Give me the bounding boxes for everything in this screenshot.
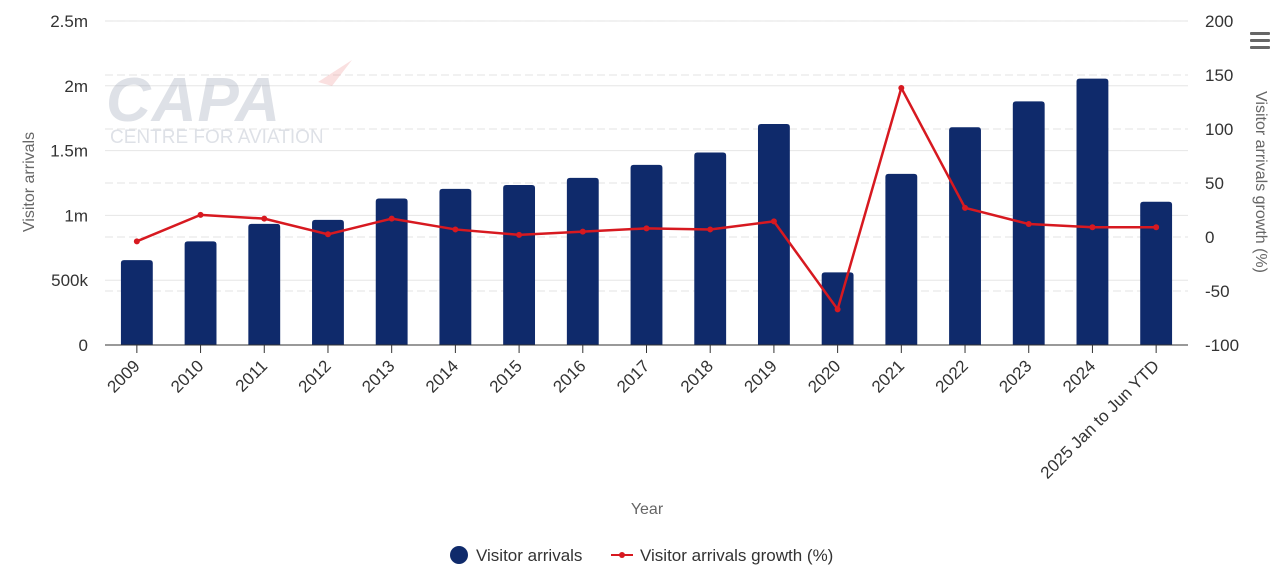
bar-2025-jan-to-jun-ytd[interactable] [1140,201,1173,345]
bar-2018[interactable] [694,152,727,345]
x-tick-label: 2015 [486,356,526,396]
x-tick-label: 2012 [295,356,335,396]
growth-point-2012[interactable] [324,231,331,238]
x-tick-label: 2018 [677,356,717,396]
line-series [133,84,1160,313]
bar-2014[interactable] [439,188,472,345]
watermark-swoosh [318,60,352,86]
growth-point-2022[interactable] [962,204,969,211]
y-left-tick-label: 2.5m [50,12,88,31]
y-axis-right-title: Visitor arrivals growth (%) [1252,91,1269,273]
growth-point-2021[interactable] [898,84,905,91]
bar-2015[interactable] [503,184,536,345]
bar-2022[interactable] [949,127,981,345]
legend: Visitor arrivals Visitor arrivals growth… [450,546,833,565]
watermark-tagline: CENTRE FOR AVIATION [110,127,324,148]
x-tick-label: 2024 [1059,356,1099,396]
x-tick-label: 2016 [549,356,589,396]
legend-label-line: Visitor arrivals growth (%) [640,546,833,565]
x-tick-label: 2017 [613,356,653,396]
bar-2010[interactable] [184,241,217,345]
x-tick-label: 2025 Jan to Jun YTD [1037,356,1163,482]
bar-2024[interactable] [1076,78,1109,345]
x-axis-title: Year [631,501,664,518]
y-right-tick-label: -100 [1205,336,1239,355]
x-tick-label: 2009 [103,356,143,396]
growth-point-2025-jan-to-jun-ytd[interactable] [1153,224,1160,231]
growth-point-2019[interactable] [770,218,777,225]
bar-2016[interactable] [566,177,599,345]
x-tick-label: 2011 [232,356,271,395]
bar-2012[interactable] [312,219,344,345]
bar-2009[interactable] [120,260,153,345]
x-tick-label: 2019 [741,356,781,396]
y-left-tick-label: 2m [64,77,88,96]
growth-point-2011[interactable] [261,215,268,222]
x-tick-label: 2010 [167,356,207,396]
bar-series [120,78,1173,346]
y-left-tick-label: 0 [79,336,88,355]
x-tick-label: 2013 [358,356,398,396]
bar-2011[interactable] [248,223,281,345]
growth-point-2014[interactable] [452,226,459,233]
growth-point-2016[interactable] [579,228,586,235]
bar-2017[interactable] [630,164,663,345]
y-axis-left-title: Visitor arrivals [21,132,38,232]
growth-point-2010[interactable] [197,211,204,218]
bar-2021[interactable] [885,173,918,345]
growth-point-2017[interactable] [643,225,650,232]
bar-2013[interactable] [375,198,408,345]
growth-point-2013[interactable] [388,215,395,222]
growth-point-2023[interactable] [1025,221,1032,228]
bar-2019[interactable] [757,124,790,345]
x-tick-label: 2021 [868,356,908,396]
y-right-tick-label: 150 [1205,66,1233,85]
growth-point-2024[interactable] [1089,224,1096,231]
growth-point-2015[interactable] [516,231,523,238]
growth-point-2018[interactable] [707,226,714,233]
legend-item-bars[interactable]: Visitor arrivals [450,546,582,565]
x-tick-label: 2023 [995,356,1035,396]
y-right-tick-label: 100 [1205,120,1233,139]
hamburger-menu-icon[interactable] [1248,30,1272,52]
y-right-tick-label: 200 [1205,12,1233,31]
y-left-tick-label: 1m [64,206,88,225]
growth-point-2009[interactable] [133,238,140,245]
x-tick-label: 2020 [804,356,844,396]
legend-bar-marker [450,546,468,564]
y-right-tick-label: 50 [1205,174,1224,193]
capa-watermark-logo: CAPA CENTRE FOR AVIATION [106,60,352,148]
x-tick-label: 2014 [422,356,462,396]
y-right-tick-label: 0 [1205,228,1214,247]
legend-item-line[interactable]: Visitor arrivals growth (%) [611,546,833,565]
legend-line-dot [619,552,625,558]
y-right-tick-label: -50 [1205,282,1230,301]
x-tick-label: 2022 [932,356,972,396]
growth-point-2020[interactable] [834,306,841,313]
y-left-tick-label: 500k [51,271,88,290]
legend-label-bars: Visitor arrivals [476,546,582,565]
watermark-brand: CAPA [106,66,281,135]
y-left-tick-label: 1.5m [50,142,88,161]
